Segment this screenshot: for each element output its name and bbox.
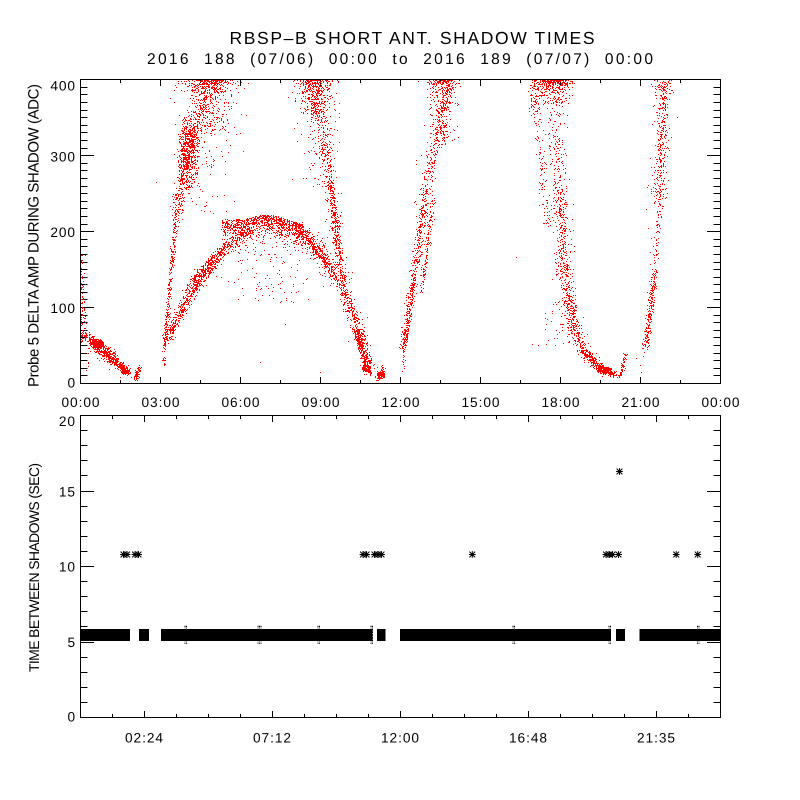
svg-text:18:00: 18:00 bbox=[541, 395, 580, 410]
svg-text:21:35: 21:35 bbox=[637, 731, 676, 746]
svg-text:10: 10 bbox=[59, 560, 76, 575]
svg-text:15: 15 bbox=[59, 485, 76, 500]
svg-text:5: 5 bbox=[67, 635, 76, 650]
svg-text:06:00: 06:00 bbox=[221, 395, 260, 410]
svg-text:300: 300 bbox=[50, 150, 76, 165]
svg-text:12:00: 12:00 bbox=[381, 395, 420, 410]
svg-text:09:00: 09:00 bbox=[301, 395, 340, 410]
svg-text:21:00: 21:00 bbox=[621, 395, 660, 410]
svg-text:TIME BETWEEN SHADOWS (SEC): TIME BETWEEN SHADOWS (SEC) bbox=[26, 463, 42, 672]
svg-text:100: 100 bbox=[50, 301, 76, 316]
svg-text:03:00: 03:00 bbox=[141, 395, 180, 410]
svg-text:Probe 5 DELTA AMP DURING SHADO: Probe 5 DELTA AMP DURING SHADOW (ADC) bbox=[26, 84, 43, 387]
svg-text:200: 200 bbox=[50, 225, 76, 240]
svg-text:0: 0 bbox=[67, 710, 76, 725]
svg-text:07:12: 07:12 bbox=[253, 731, 292, 746]
svg-text:02:24: 02:24 bbox=[125, 731, 164, 746]
svg-text:0: 0 bbox=[67, 376, 76, 391]
svg-text:00:00: 00:00 bbox=[61, 395, 100, 410]
svg-text:12:00: 12:00 bbox=[381, 731, 420, 746]
svg-text:20: 20 bbox=[59, 414, 76, 429]
svg-text:RBSP–B SHORT ANT. SHADOW TIMES: RBSP–B SHORT ANT. SHADOW TIMES bbox=[230, 28, 595, 48]
svg-text:400: 400 bbox=[50, 79, 76, 94]
svg-text:00:00: 00:00 bbox=[701, 395, 740, 410]
svg-text:15:00: 15:00 bbox=[461, 395, 500, 410]
svg-text:16:48: 16:48 bbox=[509, 731, 548, 746]
svg-text:2016 188 (07/06) 00:00 to: 2016 188 (07/06) 00:00 to 2016 189 (07/0… bbox=[147, 51, 653, 68]
